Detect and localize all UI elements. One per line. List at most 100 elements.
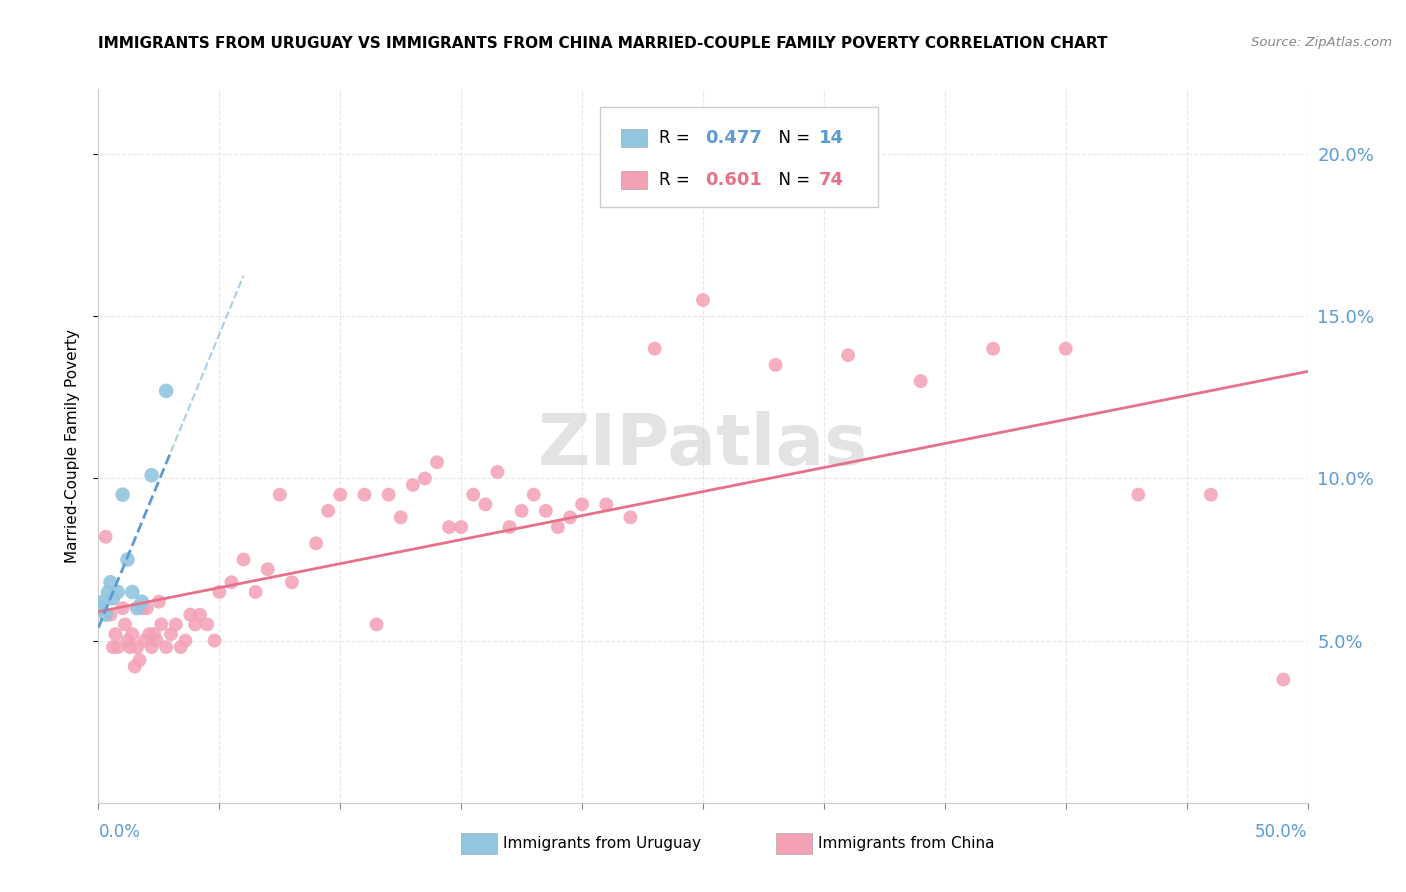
Point [94, 607, 117, 622]
Point [413, 471, 436, 485]
Point [377, 488, 399, 502]
Point [510, 504, 533, 518]
Text: 50.0%: 50.0% [1256, 822, 1308, 841]
Point [114, 617, 136, 632]
Point [184, 617, 207, 632]
Point [486, 465, 509, 479]
Point [269, 488, 291, 502]
FancyBboxPatch shape [600, 107, 879, 207]
Point [117, 633, 139, 648]
Point [1128, 488, 1150, 502]
Point [316, 504, 339, 518]
Point [100, 607, 122, 622]
Point [523, 488, 546, 502]
Point [981, 342, 1004, 356]
Point [121, 627, 143, 641]
Point [118, 640, 141, 654]
Point [100, 575, 122, 590]
Point [124, 659, 146, 673]
Point [160, 627, 183, 641]
Point [402, 478, 425, 492]
Point [450, 520, 472, 534]
Point [148, 595, 170, 609]
Point [644, 342, 666, 356]
Point [188, 607, 211, 622]
Text: R =: R = [659, 171, 696, 189]
Point [534, 504, 557, 518]
Point [94, 530, 117, 544]
Point [101, 640, 124, 654]
Point [571, 497, 593, 511]
Point [111, 488, 134, 502]
Point [104, 627, 127, 641]
Text: Immigrants from Uruguay: Immigrants from Uruguay [503, 836, 702, 851]
Point [195, 617, 218, 632]
Point [141, 640, 163, 654]
Point [474, 497, 496, 511]
Point [305, 536, 328, 550]
Point [366, 617, 388, 632]
Point [165, 617, 187, 632]
Point [179, 607, 201, 622]
Point [256, 562, 278, 576]
Point [463, 488, 485, 502]
Point [245, 585, 267, 599]
Point [121, 585, 143, 599]
FancyBboxPatch shape [776, 833, 811, 855]
Point [765, 358, 787, 372]
Point [353, 488, 375, 502]
Point [1272, 673, 1295, 687]
Point [141, 468, 163, 483]
Text: 0.0%: 0.0% [98, 822, 141, 841]
Point [97, 585, 120, 599]
Point [117, 552, 139, 566]
Point [155, 640, 177, 654]
Y-axis label: Married-Couple Family Poverty: Married-Couple Family Poverty [65, 329, 80, 563]
Point [107, 585, 129, 599]
Text: Immigrants from China: Immigrants from China [818, 836, 994, 851]
Text: Source: ZipAtlas.com: Source: ZipAtlas.com [1251, 36, 1392, 49]
Point [1344, 488, 1367, 502]
Point [208, 585, 231, 599]
Text: R =: R = [659, 129, 696, 147]
Text: 0.477: 0.477 [706, 129, 762, 147]
Point [145, 633, 167, 648]
Point [90, 601, 112, 615]
Point [558, 510, 581, 524]
Point [135, 601, 157, 615]
Point [426, 455, 449, 469]
Point [174, 633, 197, 648]
FancyBboxPatch shape [461, 833, 498, 855]
Point [131, 595, 153, 609]
Point [221, 575, 243, 590]
Point [281, 575, 304, 590]
Point [107, 640, 129, 654]
Point [329, 488, 352, 502]
Point [111, 601, 134, 615]
Point [232, 552, 254, 566]
Point [91, 595, 114, 609]
Point [1199, 488, 1222, 502]
Point [127, 640, 149, 654]
FancyBboxPatch shape [621, 171, 647, 189]
Text: N =: N = [768, 129, 815, 147]
Point [143, 627, 166, 641]
Point [595, 497, 617, 511]
Point [138, 627, 160, 641]
Point [204, 633, 226, 648]
FancyBboxPatch shape [621, 129, 647, 147]
Point [389, 510, 412, 524]
Point [547, 520, 569, 534]
Point [155, 384, 177, 398]
Point [150, 617, 173, 632]
Point [910, 374, 932, 388]
Point [837, 348, 859, 362]
Point [101, 591, 124, 606]
Point [169, 640, 191, 654]
Point [127, 601, 149, 615]
Text: ZIPatlas: ZIPatlas [538, 411, 868, 481]
Point [437, 520, 460, 534]
Text: 74: 74 [820, 171, 844, 189]
Point [498, 520, 520, 534]
Point [692, 293, 714, 307]
